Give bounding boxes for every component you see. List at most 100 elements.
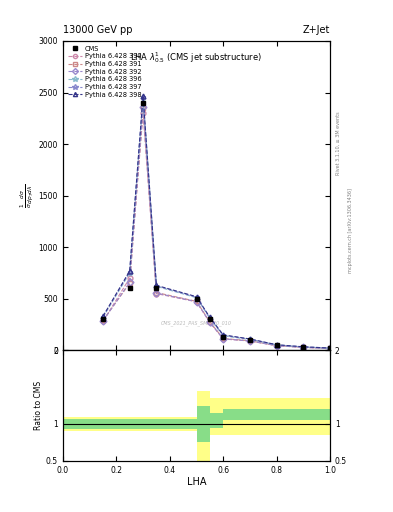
Pythia 6.428 392 <box>127 279 132 285</box>
Pythia 6.428 391 <box>208 319 212 325</box>
Line: Pythia 6.428 391: Pythia 6.428 391 <box>101 105 332 351</box>
Pythia 6.428 390 <box>141 110 145 116</box>
Text: 13000 GeV pp: 13000 GeV pp <box>63 25 132 35</box>
Pythia 6.428 397 <box>301 344 306 350</box>
Y-axis label: $\frac{1}{\sigma}\frac{d\sigma}{dp_T d\lambda}$: $\frac{1}{\sigma}\frac{d\sigma}{dp_T d\l… <box>18 184 36 208</box>
Pythia 6.428 398 <box>301 344 306 350</box>
Pythia 6.428 392 <box>208 319 212 325</box>
Pythia 6.428 396 <box>127 270 132 276</box>
Pythia 6.428 397 <box>248 336 252 342</box>
Pythia 6.428 398 <box>248 336 252 342</box>
Pythia 6.428 392 <box>274 343 279 349</box>
Line: Pythia 6.428 392: Pythia 6.428 392 <box>101 104 332 351</box>
Line: Pythia 6.428 396: Pythia 6.428 396 <box>101 95 332 351</box>
CMS <box>274 342 279 348</box>
Pythia 6.428 397 <box>274 342 279 348</box>
Pythia 6.428 391 <box>301 344 306 350</box>
Pythia 6.428 397 <box>127 269 132 275</box>
CMS <box>208 316 212 323</box>
Pythia 6.428 391 <box>154 289 159 295</box>
Y-axis label: Ratio to CMS: Ratio to CMS <box>34 381 43 430</box>
Pythia 6.428 396 <box>154 283 159 289</box>
Text: CMS_2021_PAS_SMP_20_010: CMS_2021_PAS_SMP_20_010 <box>161 320 232 326</box>
Pythia 6.428 391 <box>274 343 279 349</box>
Pythia 6.428 390 <box>127 275 132 281</box>
Pythia 6.428 390 <box>208 319 212 326</box>
Pythia 6.428 398 <box>221 332 226 338</box>
Pythia 6.428 397 <box>141 94 145 100</box>
Pythia 6.428 391 <box>328 345 332 351</box>
Line: CMS: CMS <box>101 100 332 351</box>
Bar <box>210 398 223 435</box>
CMS <box>154 285 159 291</box>
Text: mcplots.cern.ch [arXiv:1306.3436]: mcplots.cern.ch [arXiv:1306.3436] <box>348 188 353 273</box>
Bar <box>223 398 330 435</box>
Pythia 6.428 397 <box>101 314 105 320</box>
Pythia 6.428 390 <box>328 346 332 352</box>
X-axis label: LHA: LHA <box>187 477 206 487</box>
Bar <box>196 406 210 442</box>
CMS <box>221 334 226 340</box>
Pythia 6.428 392 <box>101 318 105 324</box>
Pythia 6.428 392 <box>301 345 306 351</box>
Pythia 6.428 398 <box>328 345 332 351</box>
Pythia 6.428 391 <box>101 317 105 324</box>
Pythia 6.428 391 <box>127 280 132 286</box>
Pythia 6.428 392 <box>221 336 226 342</box>
Pythia 6.428 390 <box>154 290 159 296</box>
Pythia 6.428 398 <box>208 314 212 321</box>
Pythia 6.428 397 <box>194 294 199 300</box>
Pythia 6.428 391 <box>221 335 226 342</box>
Bar <box>196 391 210 461</box>
Pythia 6.428 392 <box>154 290 159 296</box>
CMS <box>248 337 252 343</box>
Text: LHA $\lambda^{1}_{0.5}$ (CMS jet substructure): LHA $\lambda^{1}_{0.5}$ (CMS jet substru… <box>130 50 263 65</box>
Pythia 6.428 390 <box>194 299 199 305</box>
Pythia 6.428 396 <box>208 315 212 322</box>
Legend: CMS, Pythia 6.428 390, Pythia 6.428 391, Pythia 6.428 392, Pythia 6.428 396, Pyt: CMS, Pythia 6.428 390, Pythia 6.428 391,… <box>65 43 144 100</box>
Pythia 6.428 396 <box>194 294 199 301</box>
CMS <box>141 100 145 106</box>
Line: Pythia 6.428 390: Pythia 6.428 390 <box>101 111 332 351</box>
Pythia 6.428 398 <box>154 282 159 288</box>
CMS <box>127 285 132 291</box>
Pythia 6.428 396 <box>221 333 226 339</box>
Pythia 6.428 390 <box>101 318 105 325</box>
Pythia 6.428 397 <box>221 332 226 338</box>
Pythia 6.428 392 <box>141 104 145 110</box>
Pythia 6.428 398 <box>141 93 145 99</box>
Pythia 6.428 396 <box>301 344 306 350</box>
Pythia 6.428 390 <box>248 338 252 344</box>
Pythia 6.428 398 <box>127 268 132 274</box>
Text: Rivet 3.1.10, ≥ 3M events: Rivet 3.1.10, ≥ 3M events <box>336 112 341 175</box>
Bar <box>223 409 330 420</box>
Pythia 6.428 391 <box>248 338 252 344</box>
Pythia 6.428 397 <box>154 283 159 289</box>
Text: Z+Jet: Z+Jet <box>303 25 330 35</box>
Bar <box>210 413 223 428</box>
CMS <box>328 345 332 351</box>
Pythia 6.428 397 <box>328 345 332 351</box>
Pythia 6.428 396 <box>328 345 332 351</box>
Pythia 6.428 390 <box>274 343 279 349</box>
Bar <box>63 417 196 431</box>
Line: Pythia 6.428 397: Pythia 6.428 397 <box>101 94 332 351</box>
Bar <box>63 419 196 429</box>
Pythia 6.428 392 <box>328 346 332 352</box>
Line: Pythia 6.428 398: Pythia 6.428 398 <box>101 93 332 351</box>
CMS <box>101 316 105 323</box>
Pythia 6.428 398 <box>194 293 199 300</box>
CMS <box>194 296 199 302</box>
Pythia 6.428 390 <box>221 336 226 342</box>
Pythia 6.428 391 <box>194 298 199 305</box>
Pythia 6.428 392 <box>194 298 199 305</box>
Pythia 6.428 396 <box>141 95 145 101</box>
Pythia 6.428 398 <box>274 342 279 348</box>
Pythia 6.428 397 <box>208 315 212 321</box>
Pythia 6.428 398 <box>101 313 105 319</box>
Pythia 6.428 396 <box>248 336 252 343</box>
Pythia 6.428 396 <box>274 342 279 348</box>
Pythia 6.428 391 <box>141 105 145 111</box>
Pythia 6.428 392 <box>248 338 252 344</box>
Pythia 6.428 390 <box>301 345 306 351</box>
